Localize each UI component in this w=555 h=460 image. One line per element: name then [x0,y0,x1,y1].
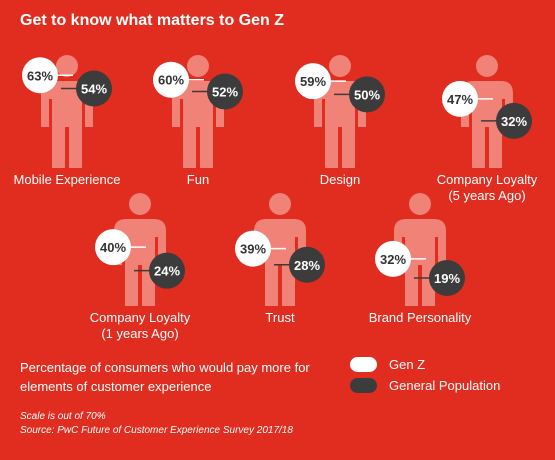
general-value-label: 32% [501,114,527,129]
legend-label-genz: Gen Z [389,357,426,372]
genz-value-circle [442,80,478,117]
person-figure-head [269,193,291,215]
genz-value-circle [235,230,271,267]
person-figure-head [329,55,351,77]
genz-value-label: 63% [27,68,53,83]
person-figure-head [476,55,498,77]
general-value-label: 24% [154,264,180,279]
chart-description: Percentage of consumers who would pay mo… [20,360,310,394]
general-value-circle [149,252,185,289]
general-value-circle [207,73,243,110]
category-label: Design [320,172,360,187]
category-label: Fun [187,172,209,187]
legend-item-genz: Gen Z [350,357,425,372]
category-label: (1 years Ago) [101,326,178,341]
genz-value-label: 47% [447,92,473,107]
person-figure-head [409,193,431,215]
general-value-label: 19% [434,271,460,286]
category-label: (5 years Ago) [448,188,525,203]
person-figure-head [187,55,209,77]
pictograph-chart: 63% 54% Mobile Experience 60% 52% Fun 59% 50% De… [14,55,538,341]
general-value-circle [429,260,465,297]
chart-title: Get to know what matters to Gen Z [20,12,285,29]
legend-item-general: General Population [350,378,500,393]
source-note: Source: PwC Future of Customer Experienc… [20,425,293,436]
general-value-label: 50% [354,87,380,102]
person-figure-head [129,193,151,215]
figure-group: 40% 24% Company Loyalty(1 years Ago) [90,193,191,341]
category-label: Company Loyalty [90,310,191,325]
legend-label-general: General Population [389,378,501,393]
figure-group: 47% 32% Company Loyalty(5 years Ago) [437,55,538,203]
genz-value-label: 39% [240,242,266,257]
general-value-circle [496,102,532,139]
category-label: Company Loyalty [437,172,538,187]
figure-group: 32% 19% Brand Personality [369,193,472,325]
figure-group: 39% 28% Trust [235,193,325,325]
genz-value-label: 60% [158,73,184,88]
legend-swatch-general [350,378,377,393]
category-label: Mobile Experience [14,172,121,187]
general-value-circle [289,246,325,283]
genz-value-label: 40% [100,240,126,255]
person-figure-body [41,81,93,168]
figure-group: 63% 54% Mobile Experience [14,55,121,187]
genz-value-circle [153,61,189,98]
category-label: Brand Personality [369,310,472,325]
genz-value-label: 59% [300,74,326,89]
genz-value-circle [375,240,411,277]
figure-group: 60% 52% Fun [153,55,243,187]
figure-group: 59% 50% Design [295,55,385,187]
category-label: Trust [265,310,295,325]
genz-value-label: 32% [380,252,406,267]
scale-note: Scale is out of 70% [20,411,106,422]
general-value-circle [76,70,112,107]
genz-value-circle [22,57,58,94]
legend-swatch-genz [350,357,377,372]
genz-value-circle [295,63,331,100]
genz-value-circle [95,229,131,266]
person-figure-head [56,55,78,77]
general-value-label: 28% [294,258,320,273]
general-value-label: 54% [81,82,107,97]
general-value-circle [349,76,385,113]
general-value-label: 52% [212,84,238,99]
